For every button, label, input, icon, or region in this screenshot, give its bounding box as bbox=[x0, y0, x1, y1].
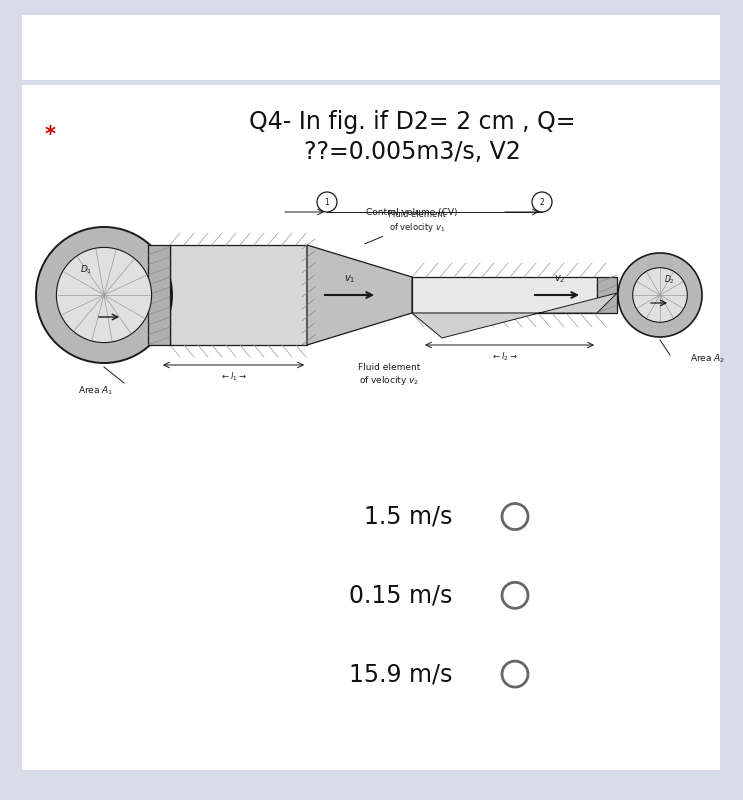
FancyBboxPatch shape bbox=[0, 12, 743, 82]
Text: 0.15 m/s: 0.15 m/s bbox=[348, 583, 452, 607]
Circle shape bbox=[633, 268, 687, 322]
Circle shape bbox=[56, 247, 152, 342]
Text: 2: 2 bbox=[539, 198, 545, 206]
Circle shape bbox=[36, 227, 172, 363]
Text: Area $A_1$: Area $A_1$ bbox=[78, 384, 114, 397]
Text: $\leftarrow l_1 \rightarrow$: $\leftarrow l_1 \rightarrow$ bbox=[220, 370, 247, 382]
Polygon shape bbox=[597, 277, 617, 313]
Text: $\leftarrow l_2 \rightarrow$: $\leftarrow l_2 \rightarrow$ bbox=[490, 350, 517, 362]
FancyBboxPatch shape bbox=[14, 77, 728, 778]
Polygon shape bbox=[170, 245, 307, 345]
Text: Fluid element
of velocity $v_2$: Fluid element of velocity $v_2$ bbox=[358, 363, 421, 387]
Text: ??=0.005m3/s, V2: ??=0.005m3/s, V2 bbox=[304, 140, 520, 164]
Text: 1.5 m/s: 1.5 m/s bbox=[363, 505, 452, 529]
Text: *: * bbox=[45, 125, 56, 145]
Polygon shape bbox=[412, 293, 617, 338]
Polygon shape bbox=[148, 245, 170, 345]
Text: Area $A_2$: Area $A_2$ bbox=[690, 352, 725, 365]
Text: $v_2$: $v_2$ bbox=[554, 273, 565, 285]
Text: 1: 1 bbox=[325, 198, 329, 206]
Text: 15.9 m/s: 15.9 m/s bbox=[348, 662, 452, 686]
Circle shape bbox=[618, 253, 702, 337]
Polygon shape bbox=[412, 277, 597, 313]
Text: Fluid element
of velocity $v_1$: Fluid element of velocity $v_1$ bbox=[365, 210, 446, 244]
Text: Q4- In fig. if D2= 2 cm , Q=: Q4- In fig. if D2= 2 cm , Q= bbox=[249, 110, 575, 134]
Text: $D_2$: $D_2$ bbox=[664, 274, 675, 286]
Text: $v_1$: $v_1$ bbox=[344, 273, 356, 285]
Text: Control volume (CV): Control volume (CV) bbox=[366, 207, 458, 217]
Text: $D_1$: $D_1$ bbox=[80, 264, 92, 277]
Polygon shape bbox=[307, 245, 412, 345]
